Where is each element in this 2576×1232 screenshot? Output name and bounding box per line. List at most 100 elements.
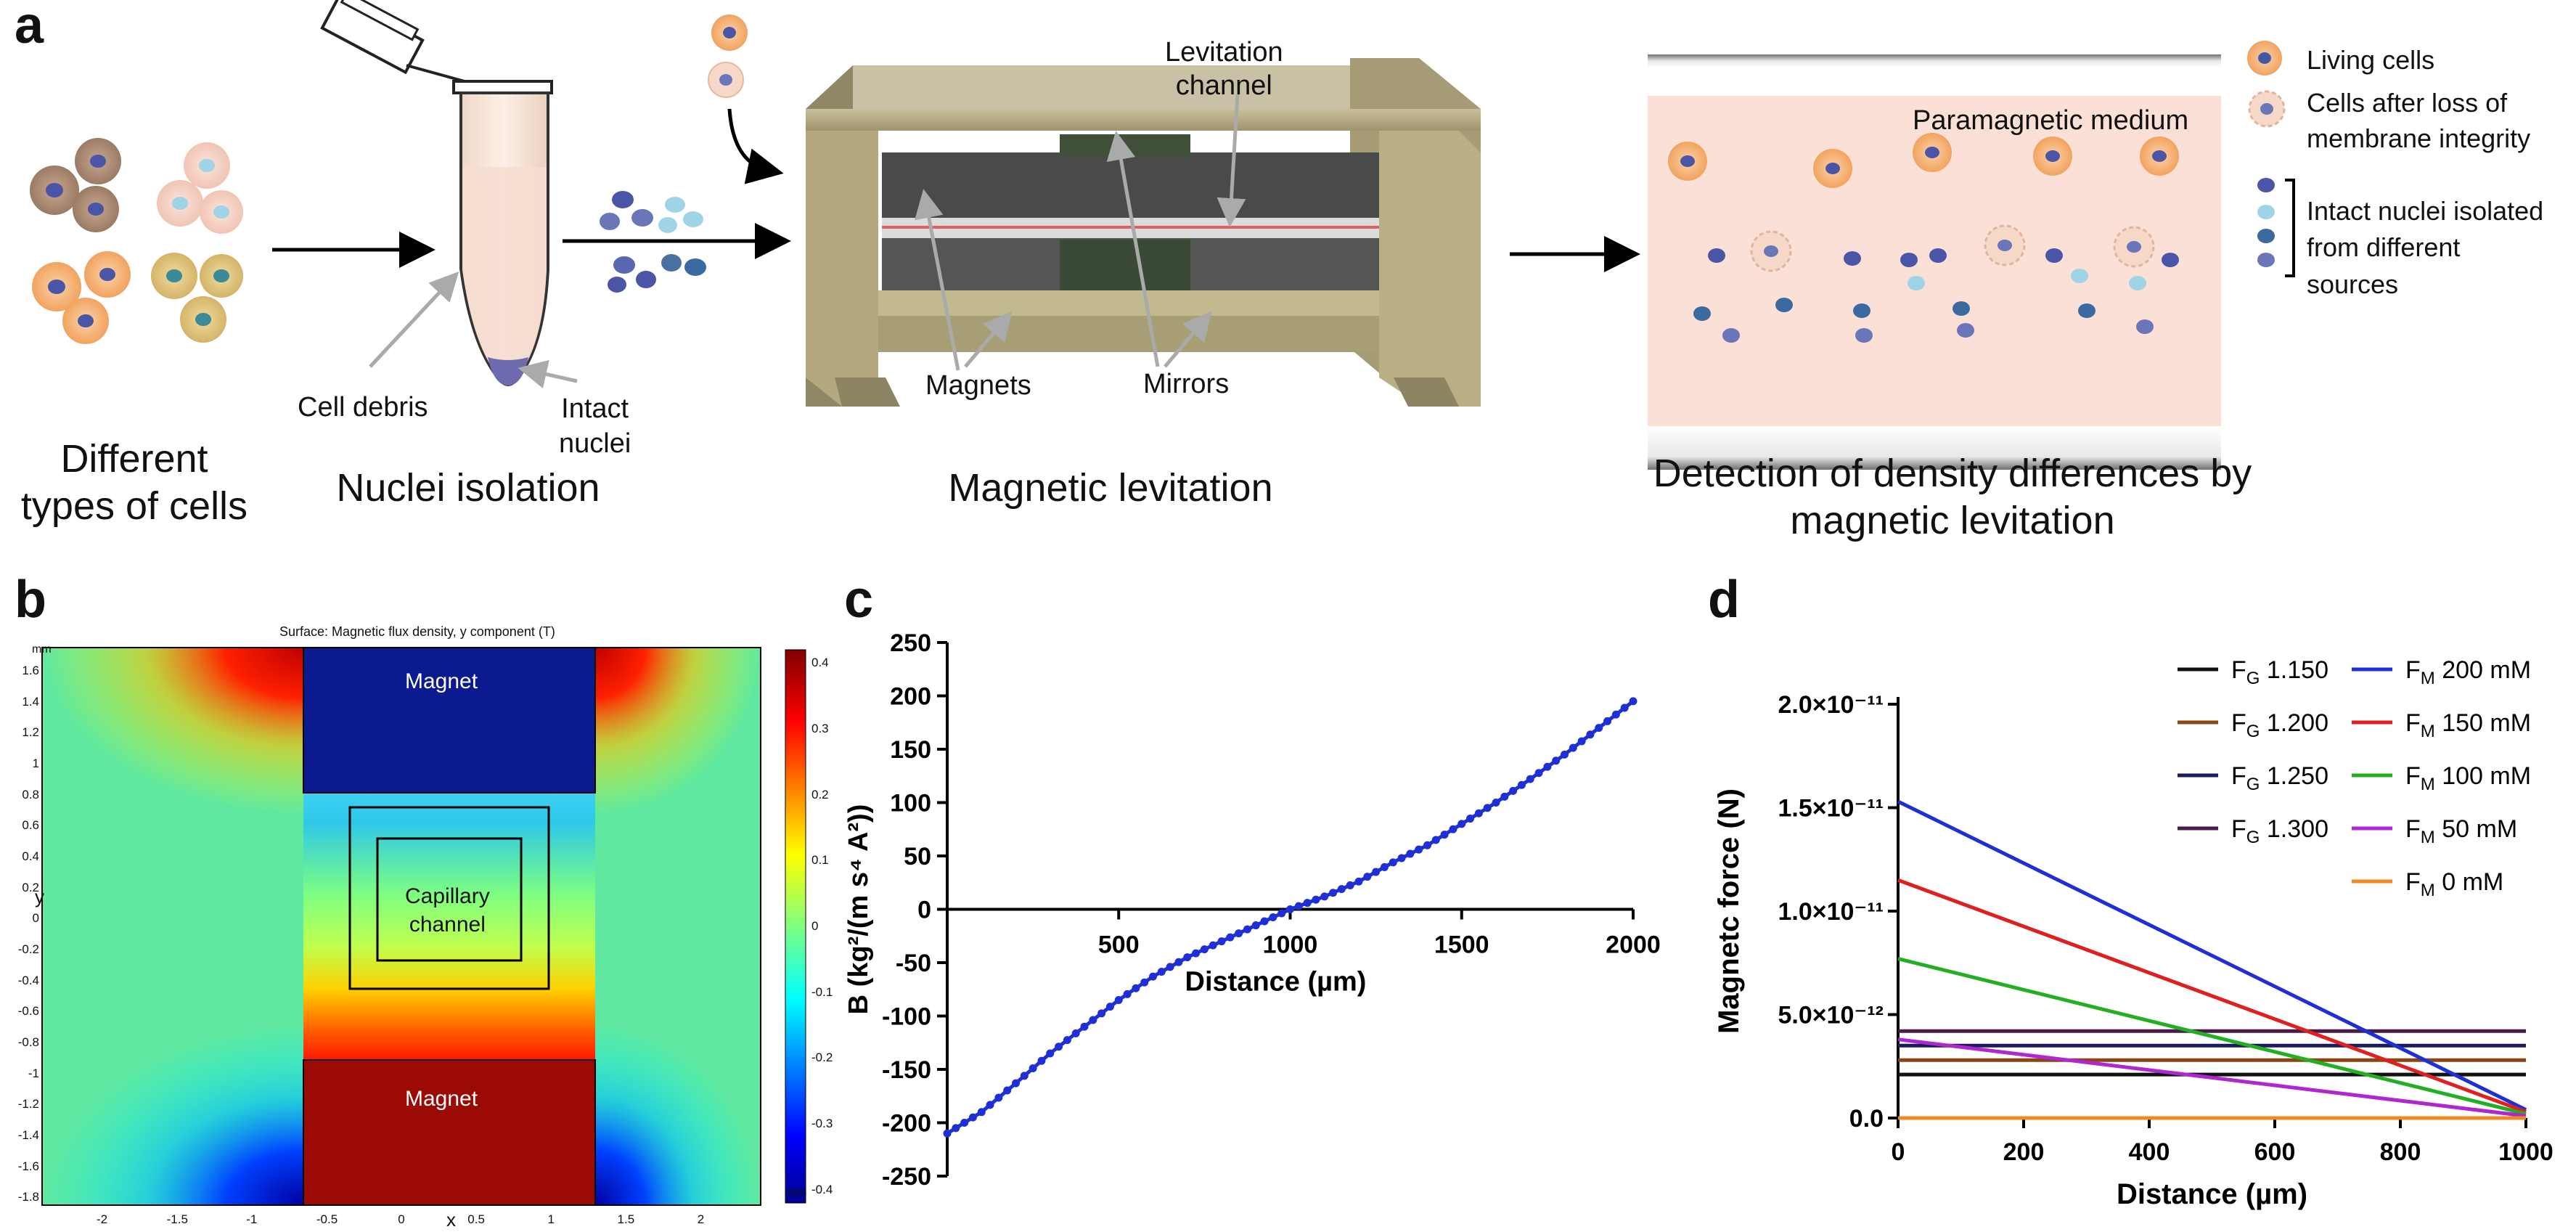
c-data-point (1303, 899, 1312, 907)
d-legend-label: FG 1.150 (2231, 656, 2328, 688)
c-y-tick-label: -150 (882, 1056, 931, 1084)
d-x-tick-label: 400 (2129, 1138, 2170, 1166)
levitated-damaged-cells (1750, 224, 2155, 272)
c-data-point (1149, 972, 1157, 981)
c-data-point (1269, 913, 1277, 922)
y-tick-label: 1.6 (22, 664, 39, 677)
capillary-outer (348, 806, 550, 990)
d-legend-label: FM 100 mM (2405, 762, 2531, 794)
c-data-point (1457, 820, 1466, 828)
d-legend-label: FM 0 mM (2405, 868, 2503, 900)
c-data-point (1140, 978, 1149, 987)
d-legend-item: FG 1.300 (2178, 815, 2328, 847)
c-data-point (1431, 836, 1440, 844)
d-x-axis-label: Distance (µm) (2117, 1178, 2307, 1210)
c-y-tick-label: -100 (882, 1003, 931, 1031)
isolated-nuclei (600, 191, 706, 293)
c-data-point (1063, 1036, 1071, 1045)
field-map-title: Surface: Magnetic flux density, y compon… (279, 624, 555, 639)
c-data-point (1166, 963, 1174, 971)
c-data-point (1123, 990, 1132, 998)
mirror-pointer-a (1106, 131, 1160, 367)
c-data-point (1235, 929, 1243, 938)
c-data-point (1603, 717, 1612, 725)
c-data-point (1552, 756, 1561, 765)
legend-damaged-cells-line2: membrane integrity (2307, 123, 2531, 153)
magnet-bottom-label: Magnet (405, 1087, 478, 1111)
colorbar-tick-label: -0.2 (811, 1051, 833, 1065)
capillary-inner (376, 837, 523, 962)
d-legend-item: FM 150 mM (2352, 709, 2531, 741)
legend-intact-nuclei-line3: sources (2307, 269, 2399, 299)
magnet-pointer-a (915, 189, 960, 371)
c-data-point (1200, 945, 1209, 954)
c-data-point (1003, 1086, 1012, 1095)
c-data-point (1071, 1029, 1080, 1037)
c-y-tick-label: -50 (896, 950, 931, 977)
c-data-point (1260, 917, 1269, 926)
c-data-point (1586, 730, 1595, 739)
c-data-point (1286, 905, 1294, 913)
d-legend-item: FM 50 mM (2352, 815, 2517, 847)
colorbar-tick-label: 0 (811, 919, 819, 933)
c-data-point (1423, 841, 1431, 849)
c-data-point (1251, 921, 1260, 930)
capillary-channel-label: Capillary channel (405, 882, 490, 939)
mirrors-label: Mirrors (1143, 369, 1230, 399)
colorbar-tick-label: 0.2 (811, 787, 829, 801)
colorbar-tick-label: -0.1 (811, 984, 833, 999)
c-data-point (1474, 809, 1483, 817)
c-data-point (952, 1124, 960, 1133)
c-data-point (1055, 1043, 1063, 1051)
intact-nuclei-pointer (518, 359, 578, 388)
y-tick-label: -0.2 (17, 942, 39, 956)
d-series-line (1897, 878, 2527, 1114)
panel-a-illustration (30, 0, 2295, 470)
c-data-point (1277, 909, 1286, 918)
legend-living-cells: Living cells (2307, 45, 2435, 75)
c-data-point (1346, 881, 1354, 889)
y-tick-label: -0.8 (17, 1035, 39, 1049)
c-y-tick-label: 250 (890, 629, 931, 657)
c-y-tick-label: 150 (890, 736, 931, 764)
c-data-point (1406, 849, 1415, 858)
y-tick-label: -1.2 (17, 1097, 39, 1111)
input-cells (708, 15, 748, 98)
paramagnetic-medium-label: Paramagnetic medium (1913, 105, 2189, 136)
c-data-point (1337, 885, 1346, 894)
colorbar-tick-label: -0.3 (811, 1117, 833, 1131)
c-data-point (1329, 889, 1338, 897)
step-label-cells: Different types of cells (0, 436, 269, 530)
c-y-tick-label: 100 (890, 790, 931, 817)
c-data-point (1611, 710, 1620, 719)
c-data-point (1577, 737, 1586, 746)
d-legend-item: FG 1.200 (2178, 709, 2328, 741)
c-data-point (1020, 1072, 1029, 1080)
c-data-point (1440, 831, 1449, 839)
x-tick-label: 1.5 (617, 1212, 635, 1226)
c-y-tick-label: 200 (890, 683, 931, 711)
y-axis-label: y (35, 886, 44, 907)
c-y-tick-label: 0 (917, 897, 931, 924)
x-tick-label: 2 (697, 1212, 705, 1226)
capillary-channel-label-line1: Capillary (405, 884, 490, 908)
x-tick-label: -1.5 (166, 1212, 188, 1226)
intact-nuclei-label-line2: nuclei (559, 428, 631, 459)
c-data-point (1483, 804, 1492, 812)
c-data-point (960, 1119, 969, 1127)
panel-c-letter: c (844, 571, 874, 629)
d-x-tick-label: 800 (2380, 1138, 2421, 1166)
c-data-point (994, 1093, 1003, 1102)
d-x-tick-label: 600 (2254, 1138, 2296, 1166)
c-data-point (1037, 1056, 1046, 1065)
colorbar (785, 649, 806, 1204)
c-data-point (1509, 786, 1518, 795)
legend-intact-nuclei: Intact nuclei isolated from different so… (2307, 193, 2543, 303)
magnet-top-label: Magnet (405, 669, 478, 693)
c-data-point (1294, 902, 1303, 910)
c-y-tick-label: -250 (882, 1163, 931, 1191)
c-data-point (1192, 949, 1201, 958)
d-x-tick-label: 200 (2003, 1138, 2045, 1166)
y-tick-label: -1.6 (17, 1159, 39, 1173)
